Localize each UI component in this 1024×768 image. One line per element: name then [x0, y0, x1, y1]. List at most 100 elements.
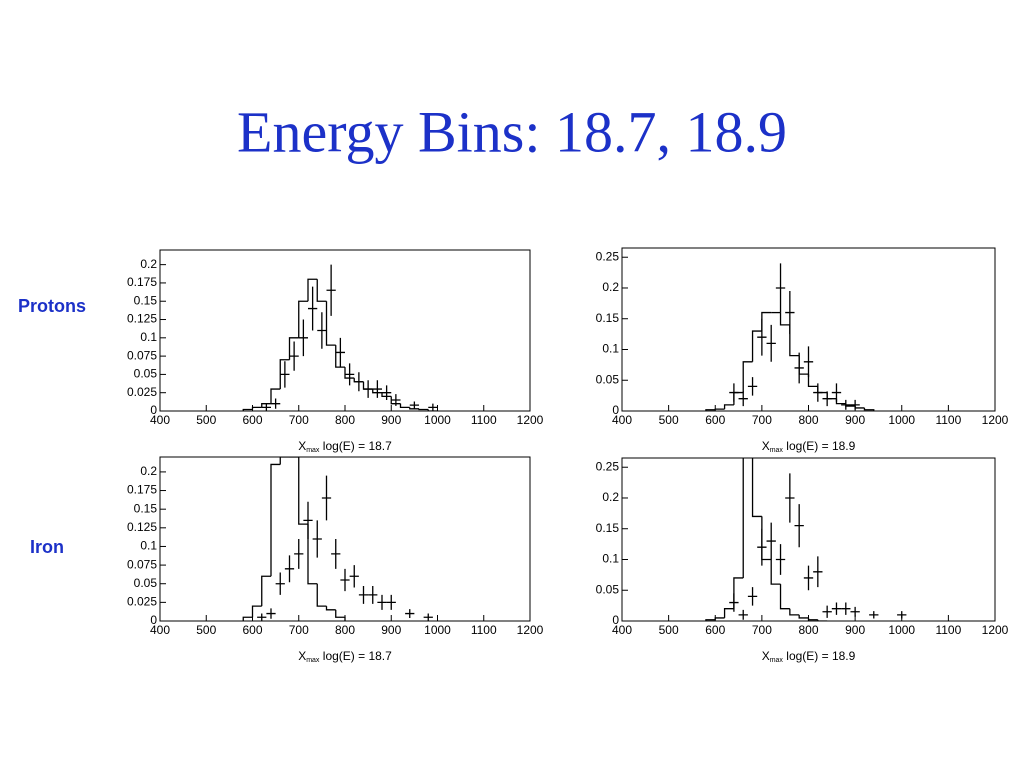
data-point — [803, 346, 814, 378]
histogram-step — [325, 606, 336, 611]
x-axis-text: log(E) = 18.9 — [783, 439, 856, 453]
histogram-step — [242, 616, 253, 621]
x-tick-label: 800 — [798, 623, 818, 637]
histogram-step — [261, 403, 271, 408]
histogram-step — [288, 337, 299, 360]
data-point — [747, 587, 758, 606]
y-tick-label: 0.1 — [602, 552, 619, 566]
x-tick-label: 1000 — [888, 623, 915, 637]
data-point — [775, 544, 786, 575]
data-point — [766, 522, 776, 560]
x-tick-label: 800 — [798, 413, 818, 427]
x-tick-label: 800 — [335, 623, 355, 637]
histogram-step — [751, 458, 762, 518]
x-tick-label: 1000 — [424, 413, 451, 427]
histogram-chart: 0 0.05 0.1 0.15 0.2 0.25 400 500 600 700 800 900 100… — [596, 457, 1009, 664]
y-tick-label: 0 — [612, 613, 619, 627]
data-point — [850, 399, 860, 410]
y-tick-label: 0.125 — [127, 312, 157, 326]
x-axis-subscript: max — [306, 447, 320, 454]
x-tick-label: 1100 — [935, 623, 961, 637]
data-point — [386, 594, 396, 610]
y-tick-label: 0.1 — [140, 539, 157, 553]
histogram-step — [409, 407, 419, 410]
histogram-step — [372, 389, 382, 394]
histogram-step — [325, 301, 336, 346]
histogram-step — [723, 608, 734, 618]
data-point — [897, 611, 907, 619]
x-axis-text: log(E) = 18.7 — [319, 439, 392, 453]
x-tick-label: 400 — [150, 623, 170, 637]
histogram-chart: 0 0.025 0.05 0.075 0.1 0.125 0.15 0.175 0.2 400 50… — [127, 249, 544, 454]
histogram-step — [863, 407, 875, 411]
histogram-step — [270, 388, 281, 404]
data-point — [358, 585, 369, 604]
y-tick-label: 0.175 — [127, 483, 157, 497]
data-point — [303, 501, 313, 539]
x-tick-label: 700 — [752, 413, 772, 427]
histogram-step — [714, 408, 725, 410]
data-point — [766, 324, 776, 362]
histogram-step — [835, 398, 846, 405]
y-tick-label: 0.05 — [596, 582, 620, 596]
data-point — [280, 361, 290, 388]
data-point — [289, 341, 299, 371]
histogram-step — [279, 359, 290, 390]
histogram-step — [298, 300, 308, 338]
histogram-step — [817, 619, 828, 621]
histogram-step — [826, 392, 837, 400]
histogram-step — [298, 457, 308, 525]
data-point — [813, 556, 823, 588]
y-tick-label: 0.075 — [127, 348, 157, 362]
data-point — [294, 539, 304, 569]
histogram-step — [742, 458, 744, 578]
histogram-step — [418, 408, 429, 411]
histogram-step — [242, 408, 253, 411]
x-tick-label: 1100 — [471, 623, 497, 637]
histogram-step — [307, 524, 318, 585]
y-tick-label: 0.2 — [140, 257, 157, 271]
x-axis-text: log(E) = 18.9 — [783, 649, 856, 663]
data-point — [785, 291, 795, 335]
x-axis-label: Xmax log(E) = 18.9 — [762, 649, 856, 664]
slide-title: Energy Bins: 18.7, 18.9 — [237, 99, 787, 164]
x-tick-label: 500 — [196, 623, 216, 637]
plot-area — [705, 458, 907, 621]
x-axis-symbol: X — [762, 649, 770, 663]
histogram-step — [270, 463, 281, 577]
data-point — [405, 609, 415, 619]
data-point — [747, 377, 758, 396]
x-tick-label: 900 — [381, 623, 401, 637]
data-point — [841, 399, 851, 410]
data-point — [331, 539, 341, 569]
data-point — [409, 401, 419, 409]
x-tick-label: 600 — [705, 623, 725, 637]
data-point — [822, 605, 832, 618]
histogram-step — [251, 406, 262, 410]
x-tick-label: 400 — [612, 413, 632, 427]
x-tick-label: 700 — [289, 623, 309, 637]
x-axis-label: Xmax log(E) = 18.9 — [762, 439, 856, 454]
x-tick-label: 1200 — [982, 623, 1009, 637]
data-point — [340, 568, 350, 592]
x-tick-label: 500 — [659, 413, 679, 427]
data-point — [831, 602, 842, 615]
x-tick-label: 400 — [150, 413, 170, 427]
x-axis-label: Xmax log(E) = 18.7 — [298, 649, 392, 664]
histogram-step — [344, 367, 355, 379]
data-point — [261, 403, 271, 411]
y-tick-label: 0 — [150, 403, 157, 417]
data-point — [841, 602, 851, 615]
data-point — [850, 606, 860, 617]
x-tick-label: 700 — [289, 413, 309, 427]
data-point — [757, 528, 767, 566]
histogram-step — [261, 575, 271, 607]
x-axis-symbol: X — [762, 439, 770, 453]
x-tick-label: 1200 — [982, 413, 1009, 427]
data-point — [794, 504, 804, 548]
plot-frame — [159, 456, 531, 622]
plot-area — [242, 457, 433, 621]
data-point — [794, 352, 804, 384]
histogram-step — [251, 605, 262, 618]
histogram-step — [789, 324, 800, 357]
